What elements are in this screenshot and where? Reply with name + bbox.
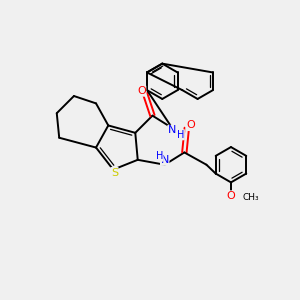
Text: H: H <box>177 130 184 140</box>
Text: CH₃: CH₃ <box>242 193 259 202</box>
Text: S: S <box>111 168 118 178</box>
Text: N: N <box>168 125 176 135</box>
Text: H: H <box>156 151 163 161</box>
Text: O: O <box>226 191 235 201</box>
Text: O: O <box>186 121 195 130</box>
Text: N: N <box>160 155 169 165</box>
Text: O: O <box>137 86 146 96</box>
